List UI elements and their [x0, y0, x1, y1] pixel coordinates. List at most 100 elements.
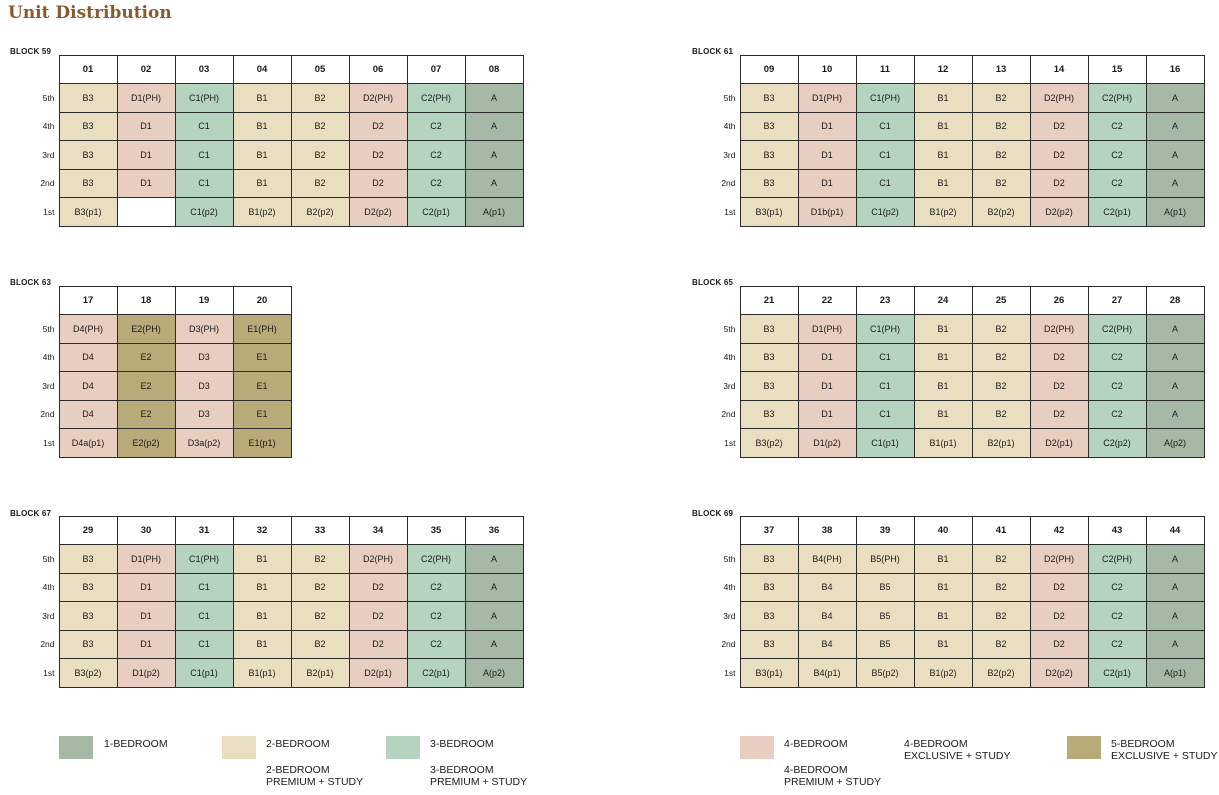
unit-cell: C1 — [174, 572, 234, 602]
unit-cell: B1(p2) — [913, 197, 973, 227]
unit-cell: A — [1145, 601, 1205, 631]
unit-cell: C2 — [1087, 601, 1147, 631]
unit-cell: B1 — [232, 544, 292, 574]
unit-column-header: 07 — [406, 55, 466, 84]
table-row: 4th B3 D1 C1 B1 B2 D2 C2 A — [690, 342, 1205, 372]
unit-cell: B2(p1) — [290, 658, 350, 688]
table-row: 5th B3 D1(PH) C1(PH) B1 B2 D2(PH) C2(PH) A — [9, 83, 524, 113]
unit-column-header: 13 — [971, 55, 1031, 84]
unit-cell: B2(p2) — [290, 197, 350, 227]
unit-cell: B2(p1) — [971, 428, 1031, 458]
table-row: 4th B3 D1 C1 B1 B2 D2 C2 A — [9, 111, 524, 141]
unit-cell: D2(p2) — [1029, 197, 1089, 227]
unit-cell: B2 — [971, 342, 1031, 372]
table-row: 5th D4(PH) E2(PH) D3(PH) E1(PH) — [9, 314, 292, 344]
block-63-label: BLOCK 63 — [10, 278, 52, 287]
unit-cell: A — [1145, 399, 1205, 429]
unit-cell: C1 — [855, 111, 915, 141]
floor-label: 1st — [724, 667, 736, 678]
table-row: 2nd B3 D1 C1 B1 B2 D2 C2 A — [690, 399, 1205, 429]
unit-cell: D3 — [174, 399, 234, 429]
legend-label-2-bedroom-premium-2: PREMIUM + STUDY — [266, 776, 364, 788]
legend-label-4-bedroom-premium-2: PREMIUM + STUDY — [784, 776, 882, 788]
unit-cell: B2 — [290, 140, 350, 170]
floor-label: 1st — [43, 206, 55, 217]
table-row: 3rd B3 D1 C1 B1 B2 D2 C2 A — [9, 601, 524, 631]
legend-swatch-4-bedroom — [740, 736, 774, 759]
unit-cell: B5(p2) — [855, 658, 915, 688]
unit-cell: D2 — [348, 111, 408, 141]
unit-cell: D1 — [116, 601, 176, 631]
unit-cell: D2 — [348, 168, 408, 198]
unit-cell: B1 — [232, 140, 292, 170]
unit-cell: D2(PH) — [1029, 83, 1089, 113]
unit-cell: B1 — [232, 168, 292, 198]
unit-cell: B1 — [232, 572, 292, 602]
unit-column-header: 23 — [855, 286, 915, 315]
table-row: 5th B3 D1(PH) C1(PH) B1 B2 D2(PH) C2(PH) A — [690, 314, 1205, 344]
unit-column-header: 09 — [739, 55, 799, 84]
unit-cell: B1 — [232, 83, 292, 113]
table-row: 3rd B3 D1 C1 B1 B2 D2 C2 A — [690, 371, 1205, 401]
unit-cell: B4 — [797, 601, 857, 631]
floor-label: 3rd — [723, 610, 736, 621]
unit-cell: D1 — [116, 168, 176, 198]
legend-label-4-bedroom-exclusive-1: 4-BEDROOM — [904, 738, 968, 750]
legend-swatch-1-bedroom — [59, 736, 93, 759]
block-69-label: BLOCK 69 — [692, 509, 734, 518]
unit-cell: D1 — [116, 111, 176, 141]
floor-label: 1st — [43, 667, 55, 678]
table-row: 4th B3 D1 C1 B1 B2 D2 C2 A — [9, 572, 524, 602]
unit-cell: B3 — [739, 371, 799, 401]
corner-cell — [9, 517, 59, 545]
unit-column-header: 37 — [739, 516, 799, 545]
unit-cell: C2(PH) — [406, 83, 466, 113]
legend-label-3-bedroom-premium-1: 3-BEDROOM — [430, 764, 494, 776]
unit-column-header: 36 — [464, 516, 524, 545]
unit-cell: D2(p2) — [1029, 658, 1089, 688]
unit-cell: B3(p2) — [739, 428, 799, 458]
unit-cell: D3 — [174, 371, 234, 401]
unit-cell: A — [1145, 629, 1205, 659]
legend-label-4-bedroom: 4-BEDROOM — [784, 738, 848, 750]
unit-cell: B3 — [739, 572, 799, 602]
unit-cell: A — [1145, 544, 1205, 574]
unit-cell: D1 — [116, 140, 176, 170]
unit-cell: D2 — [348, 629, 408, 659]
unit-cell: A(p2) — [1145, 428, 1205, 458]
unit-cell: C1(p2) — [174, 197, 234, 227]
unit-cell: B2 — [971, 544, 1031, 574]
unit-column-header: 18 — [116, 286, 176, 315]
unit-cell: D2(PH) — [1029, 314, 1089, 344]
header-row: 37 38 39 40 41 42 43 44 — [690, 516, 1205, 545]
unit-cell: C2 — [406, 572, 466, 602]
block-65-table: 21 22 23 24 25 26 27 28 5th B3 D1(PH) C1(PH) B1 B2 D2(… — [690, 286, 1205, 458]
unit-cell: C2(p2) — [1087, 428, 1147, 458]
unit-cell: B2 — [971, 168, 1031, 198]
unit-cell: B1 — [913, 83, 973, 113]
unit-cell: D2 — [1029, 572, 1089, 602]
floor-label: 2nd — [721, 639, 736, 650]
legend-label-2-bedroom: 2-BEDROOM — [266, 738, 330, 750]
table-row: 5th B3 D1(PH) C1(PH) B1 B2 D2(PH) C2(PH) A — [9, 544, 524, 574]
block-67-label: BLOCK 67 — [10, 509, 52, 518]
block-59-table: 01 02 03 04 05 06 07 08 5th B3 D1(PH) C1(PH) B1 B2 D2(… — [9, 55, 524, 227]
unit-cell: D4(PH) — [58, 314, 118, 344]
unit-cell: D2(PH) — [1029, 544, 1089, 574]
floor-label: 2nd — [40, 639, 55, 650]
unit-cell: C2 — [406, 168, 466, 198]
floor-label: 4th — [723, 121, 736, 132]
unit-column-header: 14 — [1029, 55, 1089, 84]
unit-cell: E2(p2) — [116, 428, 176, 458]
unit-cell: A — [464, 111, 524, 141]
unit-cell: A — [1145, 111, 1205, 141]
unit-column-header: 26 — [1029, 286, 1089, 315]
floor-label: 4th — [42, 582, 55, 593]
floor-label: 3rd — [42, 380, 55, 391]
floor-label: 5th — [42, 323, 55, 334]
unit-cell: E1(PH) — [232, 314, 292, 344]
block-63-table: 17 18 19 20 5th D4(PH) E2(PH) D3(PH) E1(PH) 4th D4… — [9, 286, 292, 458]
floor-label: 1st — [724, 206, 736, 217]
unit-cell: B2(p2) — [971, 197, 1031, 227]
unit-cell: D2 — [1029, 168, 1089, 198]
